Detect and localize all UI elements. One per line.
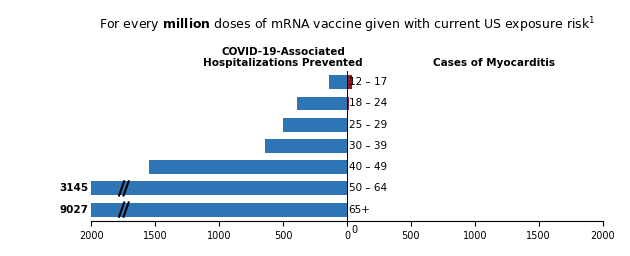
Text: 25 – 29: 25 – 29 (348, 120, 387, 130)
Text: 12 – 17: 12 – 17 (348, 77, 387, 87)
Bar (149, 160, 347, 174)
Bar (265, 139, 347, 153)
Text: 0: 0 (351, 225, 357, 235)
Bar (283, 118, 347, 132)
Bar (329, 75, 347, 89)
Bar (347, 75, 352, 89)
Text: Cases of Myocarditis: Cases of Myocarditis (433, 58, 555, 68)
Bar (297, 97, 347, 110)
Text: 9027: 9027 (59, 205, 88, 215)
Text: 30 – 39: 30 – 39 (348, 141, 387, 151)
Text: 50 – 64: 50 – 64 (348, 183, 387, 193)
Text: 18 – 24: 18 – 24 (348, 99, 387, 109)
Text: 65+: 65+ (348, 205, 370, 215)
Text: 3145: 3145 (59, 183, 88, 193)
Bar (91, 203, 347, 217)
Bar (91, 182, 347, 195)
Title: For every $\mathbf{million}$ doses of mRNA vaccine given with current US exposur: For every $\mathbf{million}$ doses of mR… (99, 15, 595, 35)
Text: 40 – 49: 40 – 49 (348, 162, 387, 172)
Bar (347, 97, 349, 110)
Bar (347, 118, 348, 132)
Text: COVID-19-Associated
Hospitalizations Prevented: COVID-19-Associated Hospitalizations Pre… (203, 47, 363, 68)
